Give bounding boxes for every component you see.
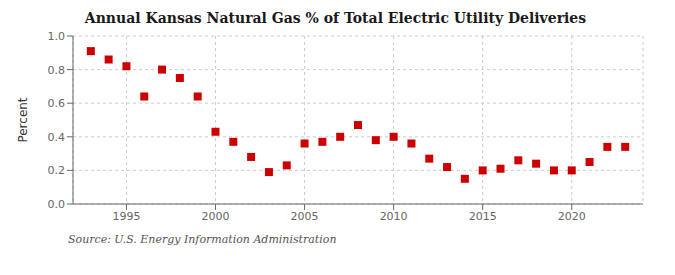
svg-text:2005: 2005 [291,210,319,223]
svg-text:0.8: 0.8 [48,64,66,77]
svg-text:1995: 1995 [112,210,140,223]
svg-text:2020: 2020 [558,210,586,223]
html-text:Annual Kansas Natural Gas % of: Annual Kansas Natural Gas % of Total Ele… [84,10,587,26]
svg-text:0.6: 0.6 [48,97,66,110]
svg-text:2010: 2010 [380,210,408,223]
svg-text:2000: 2000 [202,210,230,223]
svg-text:Percent: Percent [16,97,30,142]
svg-text:0.0: 0.0 [48,198,66,211]
svg-text:0.4: 0.4 [48,131,66,144]
svg-text:2015: 2015 [469,210,497,223]
svg-text:0.2: 0.2 [48,164,66,177]
html-text:Source: U.S. Energy Informatio: Source: U.S. Energy Information Administ… [68,233,337,246]
svg-text:1.0: 1.0 [48,30,66,43]
